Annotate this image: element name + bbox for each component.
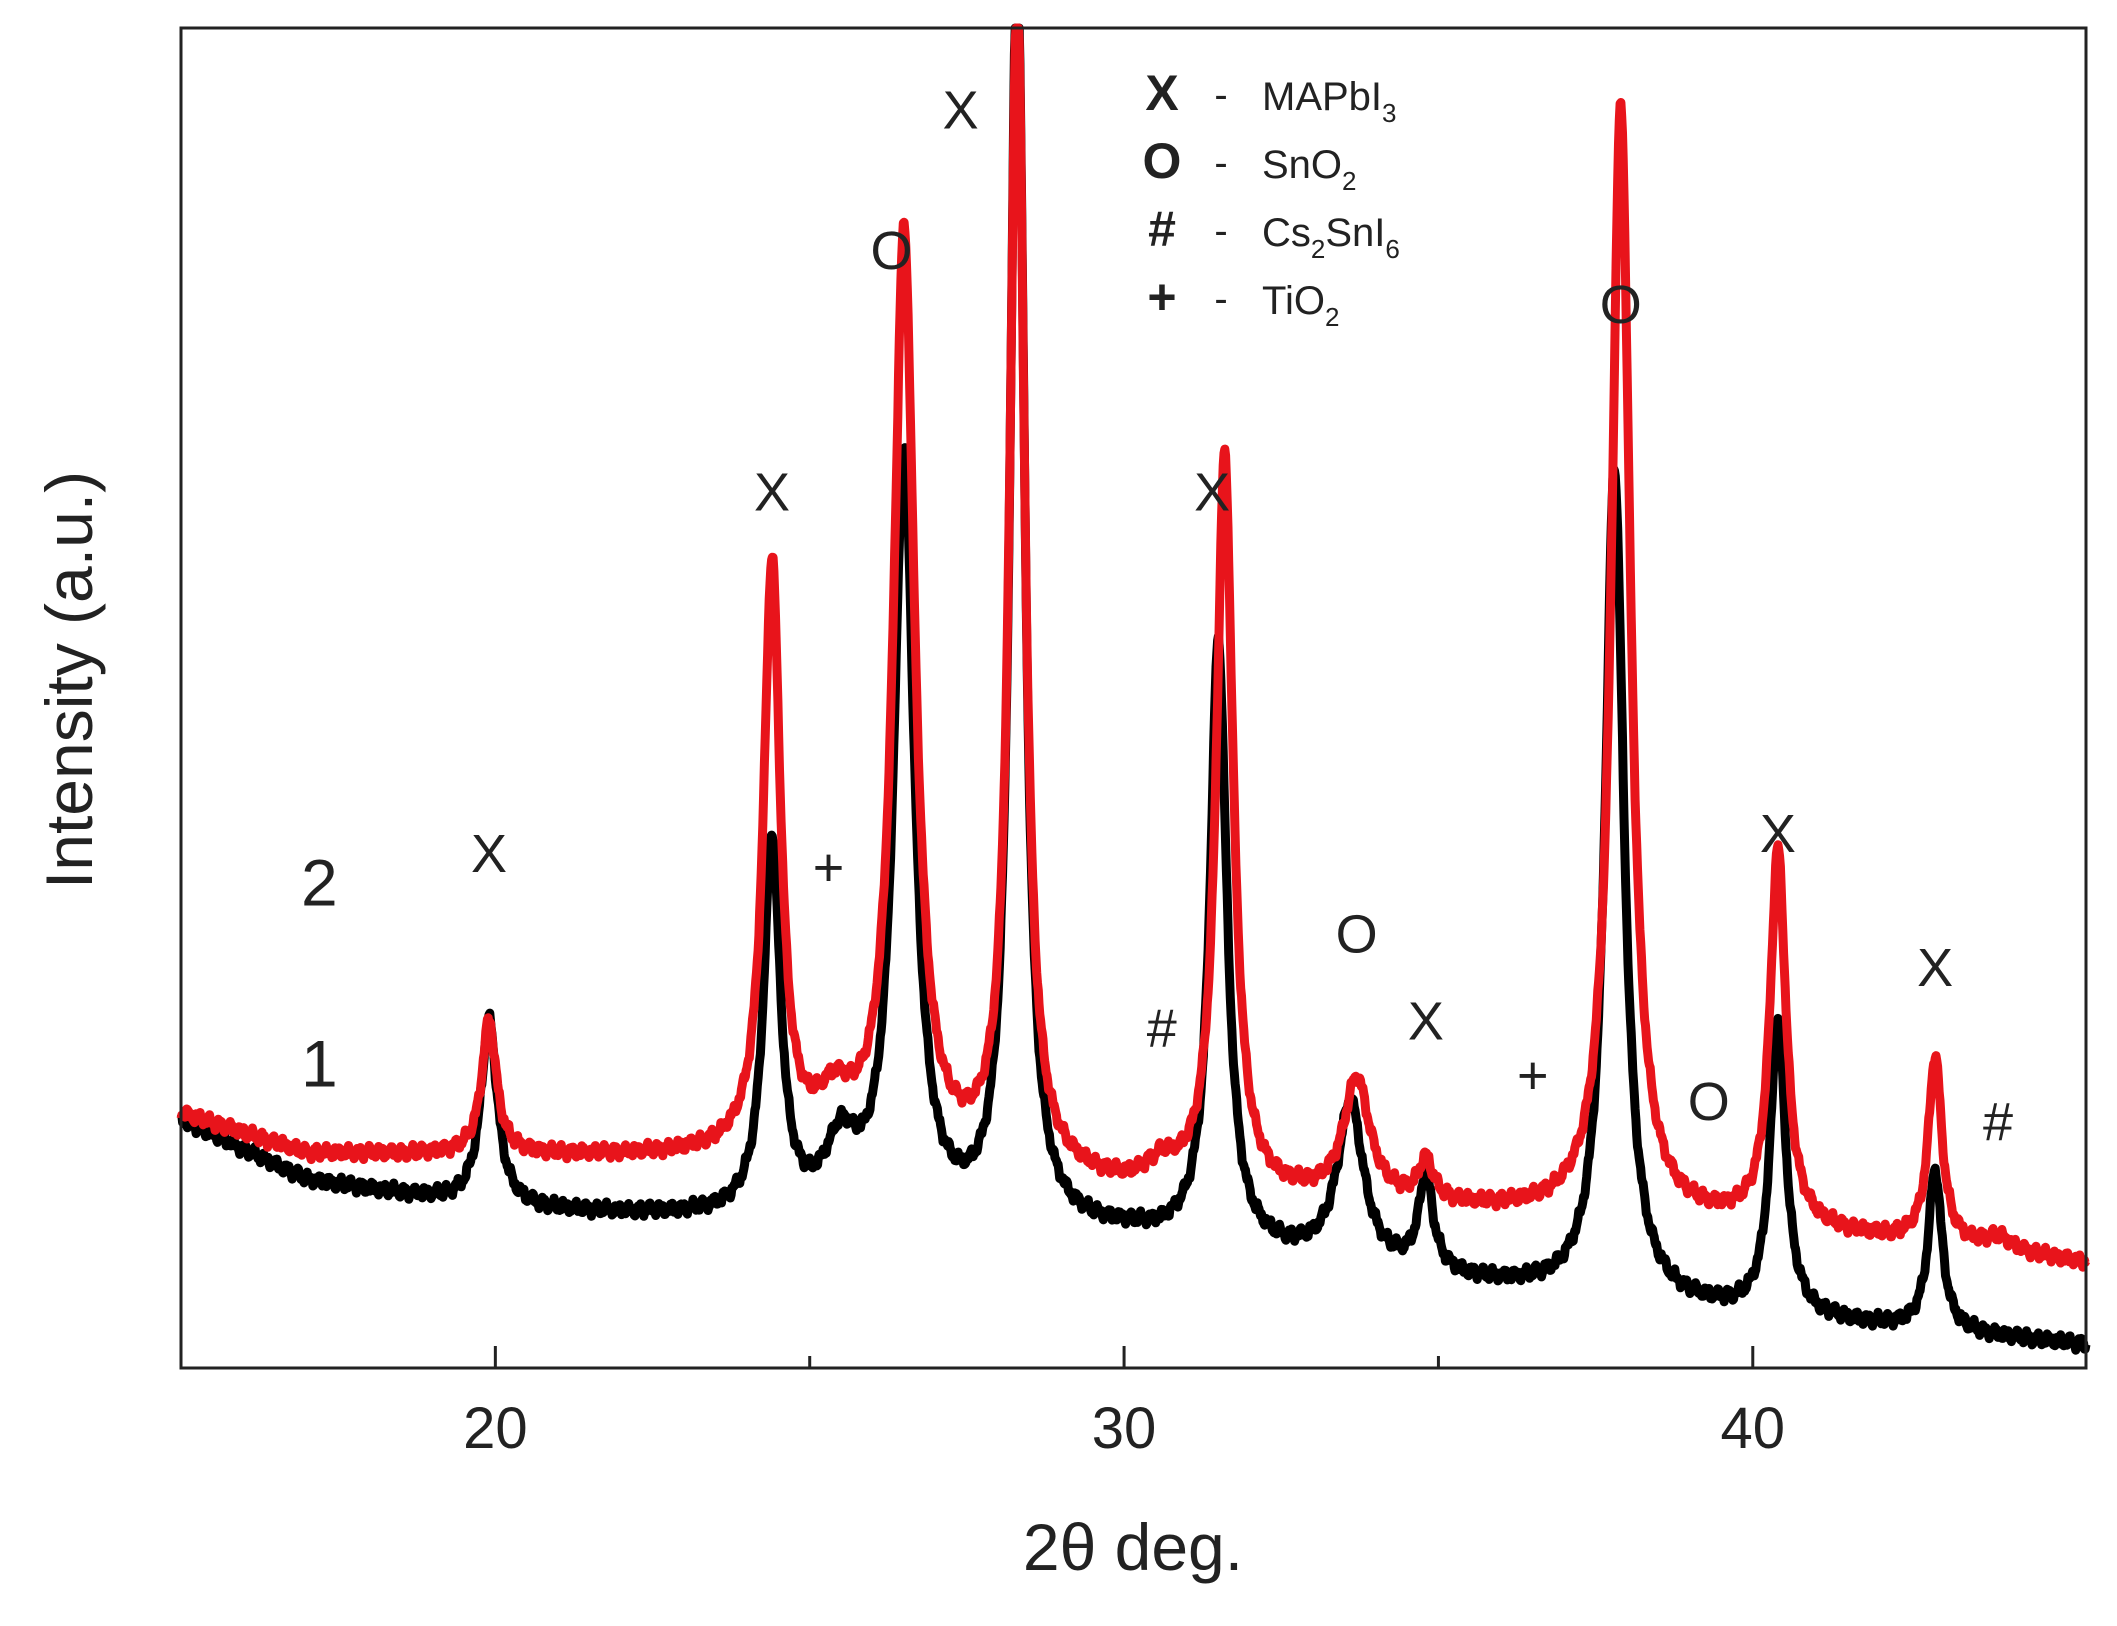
plot-frame xyxy=(179,26,2088,1370)
legend-symbol-x: X xyxy=(1145,65,1178,121)
legend-dash: - xyxy=(1214,73,1227,117)
legend: X - MAPbI3 O - SnO2 # - Cs2SnI6 + - TiO2 xyxy=(1143,65,1400,332)
peak-marker: O xyxy=(870,221,912,281)
curve-labels: 21 xyxy=(301,846,338,1101)
y-axis-title: Intensity (a.u.) xyxy=(32,471,106,889)
legend-entry-tio2: + - TiO2 xyxy=(1147,269,1339,332)
x-tick-labels: 20 30 40 xyxy=(463,1396,1785,1461)
legend-symbol-plus: + xyxy=(1147,269,1176,325)
x-tick-label: 30 xyxy=(1092,1396,1157,1461)
peak-marker: # xyxy=(1983,1092,2013,1152)
curve-label-2: 2 xyxy=(301,846,338,920)
peak-marker: O xyxy=(1336,905,1378,965)
x-ticks xyxy=(493,1346,1755,1368)
legend-symbol-hash: # xyxy=(1148,201,1176,257)
legend-label-tio2: TiO2 xyxy=(1262,279,1339,332)
peak-marker: + xyxy=(813,838,845,898)
peak-marker: X xyxy=(1917,938,1953,998)
peak-marker: X xyxy=(943,81,979,141)
legend-entry-sno2: O - SnO2 xyxy=(1143,133,1357,196)
legend-dash: - xyxy=(1214,141,1227,185)
x-tick-label: 40 xyxy=(1721,1396,1786,1461)
peak-marker: O xyxy=(1600,275,1642,335)
legend-symbol-o: O xyxy=(1143,133,1182,189)
peak-marker: # xyxy=(1147,998,1177,1058)
legend-entry-mapbi3: X - MAPbI3 xyxy=(1145,65,1396,128)
curve-label-1: 1 xyxy=(301,1027,338,1101)
legend-entry-cs2sni6: # - Cs2SnI6 xyxy=(1148,201,1400,264)
legend-label-sno2: SnO2 xyxy=(1262,143,1357,196)
legend-label-mapbi3: MAPbI3 xyxy=(1262,75,1397,128)
legend-label-cs2sni6: Cs2SnI6 xyxy=(1262,211,1400,264)
peak-marker: X xyxy=(471,824,507,884)
x-axis-title: 2θ deg. xyxy=(1023,1510,1243,1584)
peak-marker: + xyxy=(1517,1045,1549,1105)
peak-marker: X xyxy=(1760,804,1796,864)
series-curves xyxy=(176,23,2091,1355)
x-tick-label: 20 xyxy=(463,1396,528,1461)
legend-dash: - xyxy=(1214,277,1227,321)
peak-marker: O xyxy=(1688,1072,1730,1132)
series-2-line xyxy=(176,23,2091,1272)
peak-marker: X xyxy=(1408,992,1444,1052)
legend-dash: - xyxy=(1214,209,1227,253)
peak-marker: X xyxy=(754,462,790,522)
peak-marker: X xyxy=(1194,462,1230,522)
